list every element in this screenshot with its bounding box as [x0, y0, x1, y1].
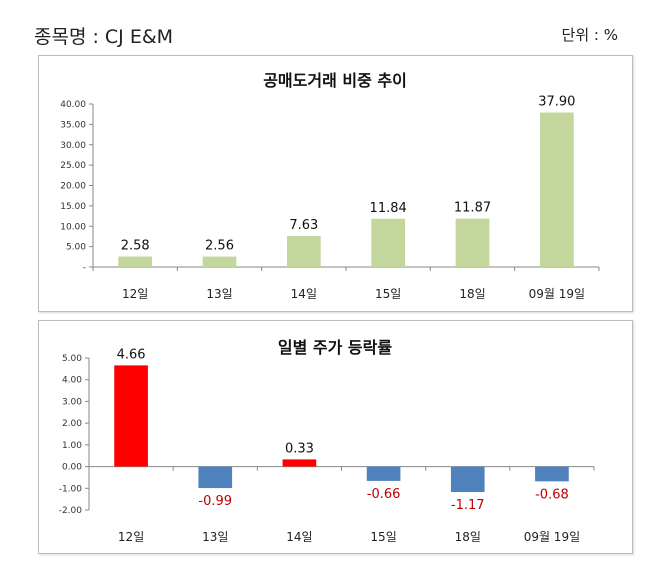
bar: [282, 459, 317, 467]
bar: [114, 365, 148, 467]
y-tick-label: 35.00: [60, 120, 86, 130]
data-label: -0.99: [198, 494, 232, 509]
data-label: 37.90: [538, 95, 575, 110]
category-label: 12일: [122, 287, 148, 301]
y-tick-label: 4.00: [62, 376, 82, 386]
y-tick-label: 30.00: [60, 141, 86, 151]
y-tick-label: -: [83, 263, 86, 273]
data-label: 2.56: [205, 239, 234, 254]
category-label: 09월 19일: [529, 287, 585, 301]
bar: [539, 112, 574, 267]
y-tick-label: 5.00: [62, 354, 82, 364]
data-label: -0.68: [535, 487, 569, 502]
y-tick-label: 25.00: [60, 161, 86, 171]
y-tick-label: 2.00: [62, 419, 82, 429]
data-label: 2.58: [121, 238, 150, 253]
bar: [455, 218, 490, 267]
y-tick-label: 0.00: [62, 463, 82, 473]
data-label: 11.84: [370, 201, 407, 216]
category-label: 09월 19일: [524, 530, 580, 544]
data-label: -1.17: [451, 498, 485, 513]
y-tick-label: 20.00: [60, 182, 86, 192]
category-label: 13일: [202, 530, 228, 544]
y-tick-label: 1.00: [62, 441, 82, 451]
category-label: 15일: [370, 530, 396, 544]
data-label: 7.63: [289, 218, 318, 233]
y-tick-label: 15.00: [60, 202, 86, 212]
y-tick-label: 5.00: [66, 243, 86, 253]
bar: [118, 256, 153, 267]
y-tick-label: 40.00: [60, 100, 86, 110]
short-selling-chart-panel: 공매도거래 비중 추이 - 5.00 10.00 15.00 20.00 25.00 30.…: [38, 55, 633, 312]
bar: [450, 466, 485, 492]
category-label: 14일: [286, 530, 312, 544]
unit-label: 단위 : %: [561, 26, 618, 44]
category-label: 14일: [291, 287, 317, 301]
y-tick-label: 3.00: [62, 397, 82, 407]
bar: [198, 466, 233, 489]
bar: [366, 466, 401, 481]
bar: [202, 256, 237, 267]
y-tick-label: -2.00: [59, 506, 83, 516]
y-tick-label: -1.00: [59, 484, 83, 494]
data-label: 0.33: [285, 441, 314, 456]
data-label: 11.87: [454, 201, 491, 216]
bar: [371, 218, 406, 267]
bar: [535, 466, 569, 482]
y-tick-label: 10.00: [60, 222, 86, 232]
category-label: 18일: [459, 287, 485, 301]
short-selling-chart: 공매도거래 비중 추이 - 5.00 10.00 15.00 20.00 25.00 30.…: [60, 71, 600, 301]
category-label: 15일: [375, 287, 401, 301]
category-label: 12일: [118, 530, 144, 544]
category-label: 13일: [206, 287, 232, 301]
price-change-chart: 일별 주가 등락률 -2.00 -1.00 0.00 1.00 2.00 3.00 4.00…: [59, 338, 595, 544]
stock-name-label: 종목명 : CJ E&M: [34, 26, 174, 48]
chart-title: 일별 주가 등락률: [278, 338, 392, 357]
data-label: -0.66: [367, 487, 401, 502]
chart-title: 공매도거래 비중 추이: [263, 71, 407, 90]
price-change-chart-panel: 일별 주가 등락률 -2.00 -1.00 0.00 1.00 2.00 3.00 4.00…: [38, 320, 633, 554]
data-label: 4.66: [117, 347, 146, 362]
bar: [286, 235, 321, 267]
category-label: 18일: [455, 530, 481, 544]
